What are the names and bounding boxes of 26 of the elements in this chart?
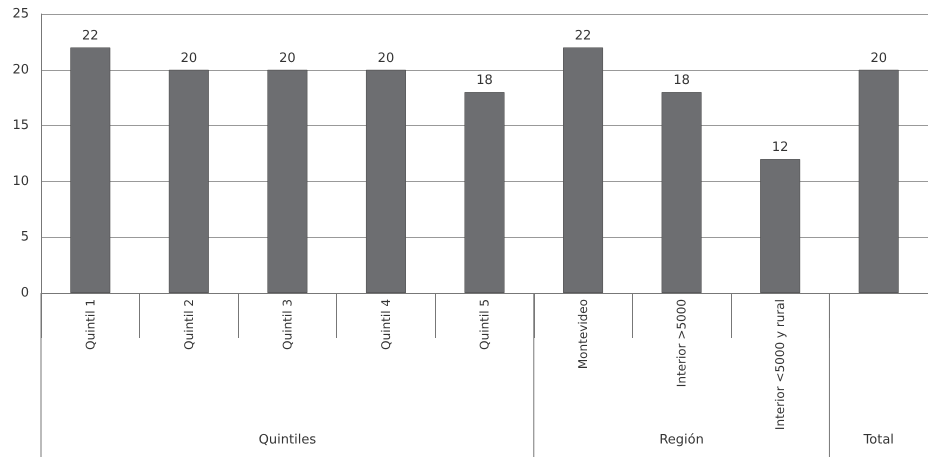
x-tick-label: Quintil 3: [280, 299, 294, 350]
x-tick-label: Quintil 5: [478, 299, 492, 350]
y-tick-label: 5: [20, 230, 29, 245]
x-tick-label: Quintil 2: [182, 299, 196, 350]
y-tick-label: 0: [20, 286, 29, 300]
data-label: 20: [378, 50, 394, 66]
y-tick-label: 20: [12, 62, 29, 78]
text: Quintiles: [258, 432, 316, 448]
y-tick-label: 25: [12, 6, 29, 22]
text: Total: [862, 432, 894, 448]
data-label: 20: [279, 50, 296, 66]
x-tick-label: Quintil 4: [378, 299, 393, 350]
text: Región: [659, 432, 704, 448]
x-tick-label: Montevideo: [576, 299, 590, 370]
data-label: 22: [574, 28, 592, 44]
x-tick-label: Quintil 1: [83, 299, 98, 350]
data-label: 22: [82, 28, 99, 44]
data-label: 18: [476, 73, 493, 88]
data-label: 18: [673, 73, 690, 88]
x-tick-label: Interior <5000 y rural: [773, 299, 788, 430]
y-tick-label: 10: [12, 174, 29, 189]
data-label: 12: [772, 140, 788, 156]
y-tick-label: 15: [12, 118, 29, 134]
data-label: 20: [870, 50, 887, 66]
data-label: 20: [180, 50, 198, 66]
x-tick-label: Interior >5000: [674, 299, 689, 388]
